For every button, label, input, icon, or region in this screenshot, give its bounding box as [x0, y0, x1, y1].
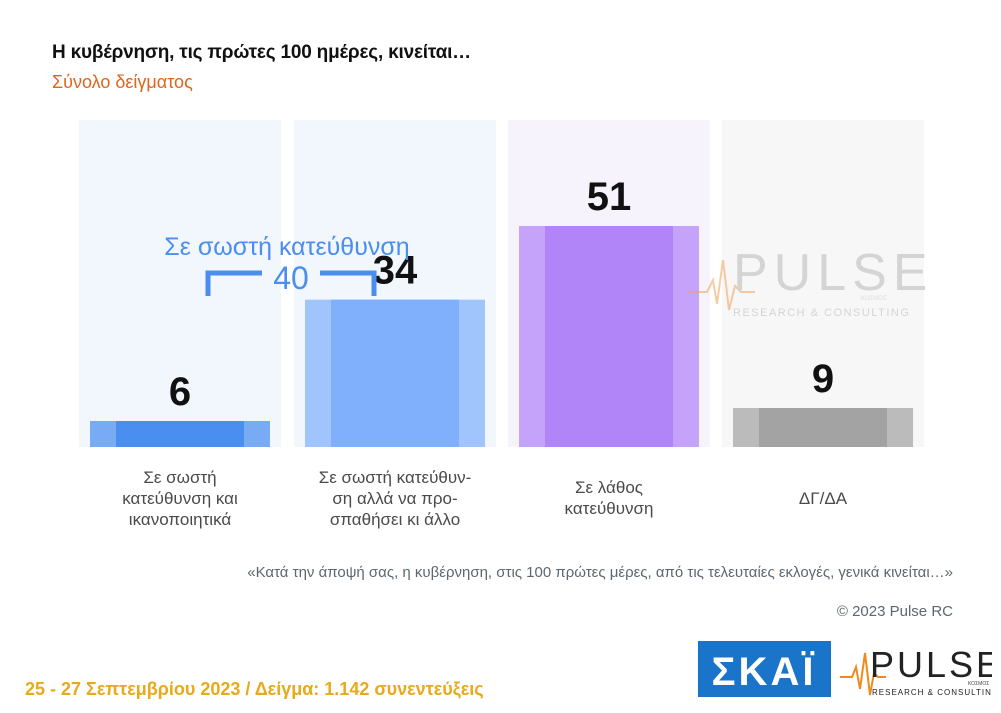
pulse-watermark: PULSE ΚΟΣΜΟΣ RESEARCH & CONSULTING [687, 244, 925, 319]
category-label-line: Σε λάθος [575, 478, 643, 497]
watermark-pulse: PULSE [733, 244, 925, 302]
category-label-line: ση αλλά να προ- [332, 488, 458, 508]
value-label-1: 6 [169, 370, 191, 414]
category-label-line: κατεύθυνση [564, 499, 654, 518]
category-label-1: Σε σωστή κατεύθυνση και ικανοποιητικά [80, 467, 280, 530]
value-label-2: 34 [373, 249, 418, 293]
category-label-line: σπαθήσει κι άλλο [329, 509, 461, 529]
category-label-line: Σε σωστή [143, 467, 217, 487]
survey-question: «Κατά την άποψή σας, η κυβέρνηση, στις 1… [247, 564, 953, 581]
category-label-3: Σε λάθος κατεύθυνση [509, 477, 709, 519]
chart-subtitle: Σύνολο δείγματος [52, 72, 193, 92]
skai-logo: ΣΚΑΪ [698, 641, 831, 697]
pulse-logo-text: PULSE [870, 644, 992, 685]
panel-bg-4 [722, 120, 924, 447]
bracket-value: 40 [273, 260, 309, 296]
value-label-4: 9 [812, 357, 834, 401]
category-label-line: κατεύθυνση και [122, 488, 238, 508]
panel-bg-1 [79, 120, 281, 447]
bar-core-3 [545, 226, 673, 447]
bracket-left [205, 270, 262, 296]
copyright-text: © 2023 Pulse RC [836, 603, 953, 620]
bar-core-2 [331, 299, 459, 447]
bracket-label: Σε σωστή κατεύθυνση [164, 233, 409, 261]
category-label-line: Σε σωστή κατεύθυν- [318, 467, 472, 487]
pulse-logo: PULSE ΚΟΣΜΟΣ RESEARCH & CONSULTING [840, 644, 992, 697]
bracket-right [320, 270, 377, 296]
chart-title: Η κυβέρνηση, τις πρώτες 100 ημέρες, κινε… [52, 42, 471, 63]
skai-logo-text: ΣΚΑΪ [712, 650, 817, 694]
category-label-4: ΔΓ/ΔΑ [723, 488, 923, 509]
bar-core-1 [116, 421, 244, 447]
survey-footer: 25 - 27 Σεπτεμβρίου 2023 / Δείγμα: 1.142… [25, 679, 484, 699]
category-label-2: Σε σωστή κατεύθυν-ση αλλά να προ-σπαθήσε… [295, 467, 495, 530]
watermark-tagline: RESEARCH & CONSULTING [733, 307, 910, 319]
category-label-line: ικανοποιητικά [128, 509, 232, 529]
watermark-small: ΚΟΣΜΟΣ [861, 296, 887, 302]
bar-core-4 [759, 408, 887, 447]
pulse-logo-small: ΚΟΣΜΟΣ [968, 681, 989, 687]
category-label-line: ΔΓ/ΔΑ [798, 488, 848, 508]
pulse-logo-tagline: RESEARCH & CONSULTING [872, 688, 992, 697]
value-label-3: 51 [587, 175, 632, 219]
